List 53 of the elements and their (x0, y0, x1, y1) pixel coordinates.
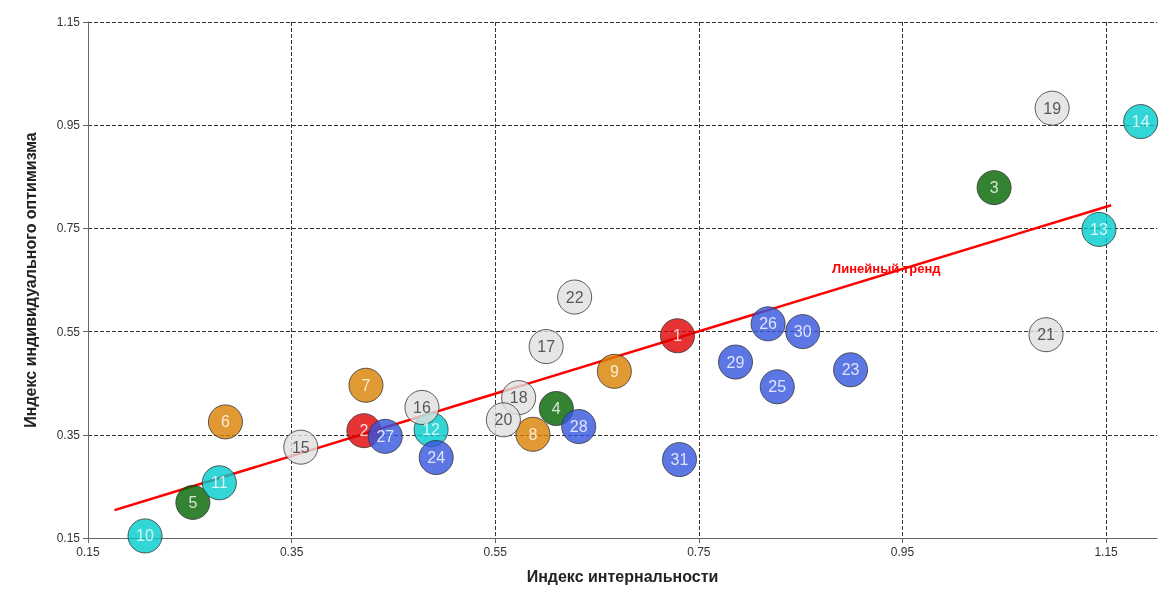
annotation: 29 (726, 353, 745, 371)
point (515, 416, 551, 452)
point (976, 170, 1012, 206)
annotation: 28 (569, 418, 588, 436)
point (596, 353, 632, 389)
x-tick-label: 0.55 (483, 545, 508, 559)
annotation: 2 (359, 422, 369, 440)
annotation: 12 (422, 421, 441, 439)
x-tick-label: 0.95 (890, 545, 915, 559)
annotation: 4 (551, 399, 561, 417)
annotation: 17 (537, 338, 556, 356)
y-tick-label: 0.15 (56, 531, 81, 545)
x-tick-label: 0.75 (687, 545, 711, 559)
x-tick-label: 0.35 (279, 545, 304, 559)
annotation: 11 (211, 474, 228, 492)
y-tick-label: 1.15 (56, 15, 81, 29)
x-axis-title: Индекс интернальности (526, 567, 719, 585)
annotation: 30 (793, 323, 812, 341)
annotation: 1 (673, 327, 683, 345)
annotation: 7 (361, 376, 371, 394)
x-tick-label: 1.15 (1094, 545, 1119, 559)
y-tick-label: 0.55 (56, 324, 81, 339)
y-tick-label: 0.95 (56, 118, 81, 133)
point (175, 484, 211, 520)
annotation: 27 (376, 427, 395, 445)
annotation: 31 (670, 451, 689, 469)
annotation: 5 (188, 493, 198, 511)
annotation: 22 (565, 288, 584, 306)
annotation: 13 (1090, 220, 1108, 238)
y-axis-title: Индекс индивидуального оптимизма (21, 132, 39, 428)
annotation: 18 (509, 389, 528, 407)
annotation: 26 (759, 315, 778, 333)
point (660, 318, 695, 354)
annotation: 20 (494, 411, 513, 429)
annotation: 23 (841, 361, 860, 379)
annotation: 3 (989, 179, 999, 197)
series-label: Линейный тренд (832, 260, 942, 276)
y-tick-label: 0.35 (56, 427, 81, 442)
annotation: 8 (528, 425, 538, 443)
y-tick-label: 0.75 (56, 221, 81, 236)
annotation: 14 (1131, 113, 1150, 131)
annotation: 24 (427, 449, 446, 466)
annotation: 21 (1037, 326, 1056, 344)
point (207, 404, 243, 440)
x-tick-label: 0.15 (76, 545, 100, 559)
annotation: 25 (768, 378, 787, 396)
annotation: 15 (291, 438, 310, 456)
annotation: 6 (220, 413, 230, 431)
annotation: 16 (413, 398, 431, 416)
point (348, 367, 384, 403)
annotation: 10 (136, 527, 155, 545)
annotation: 19 (1043, 99, 1062, 117)
annotation: 9 (609, 362, 619, 380)
